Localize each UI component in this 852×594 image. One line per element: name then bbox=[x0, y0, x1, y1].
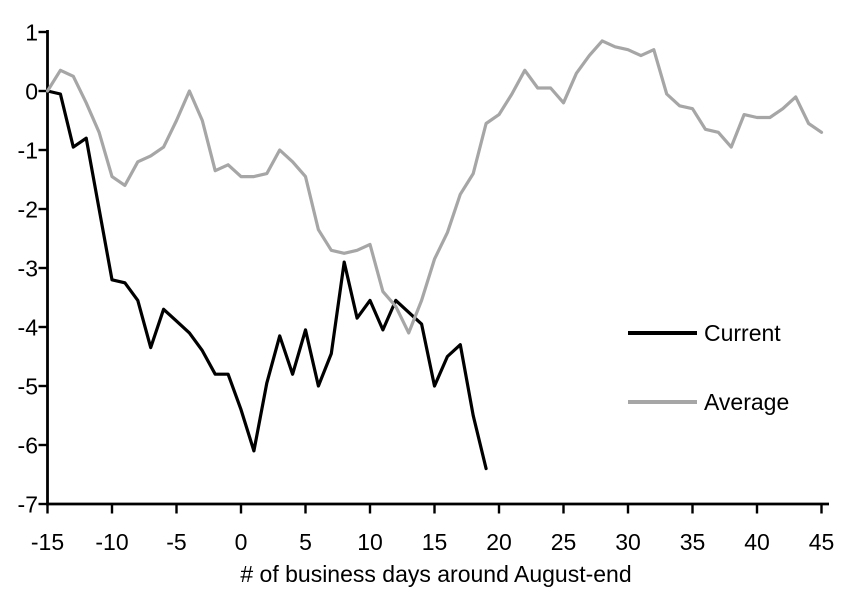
x-tick-label: 40 bbox=[744, 529, 770, 555]
y-tick-label: -1 bbox=[18, 138, 38, 164]
x-tick-label: 20 bbox=[486, 529, 512, 555]
x-tick-label: -5 bbox=[166, 529, 186, 555]
current-line-swatch bbox=[628, 331, 697, 335]
legend-item-current: Current bbox=[628, 319, 781, 347]
x-tick-label: 15 bbox=[422, 529, 448, 555]
x-tick-label: 30 bbox=[615, 529, 641, 555]
x-tick-label: -15 bbox=[31, 529, 64, 555]
x-tick-label: 45 bbox=[809, 529, 835, 555]
x-axis-title: # of business days around August-end bbox=[240, 561, 632, 587]
y-tick-label: 0 bbox=[25, 79, 38, 105]
average-series-line bbox=[45, 39, 824, 335]
x-tick-label: 10 bbox=[357, 529, 383, 555]
x-tick-label: 5 bbox=[299, 529, 312, 555]
legend-item-average: Average bbox=[628, 388, 789, 416]
legend-label-current: Current bbox=[704, 320, 781, 346]
average-line-swatch bbox=[628, 400, 697, 404]
current-series-line bbox=[45, 89, 488, 471]
y-tick-label: -3 bbox=[18, 256, 38, 282]
x-tick-label: -10 bbox=[95, 529, 128, 555]
x-tick-label: 0 bbox=[235, 529, 248, 555]
x-tick-label: 35 bbox=[680, 529, 706, 555]
y-tick-label: -5 bbox=[18, 374, 38, 400]
legend-label-average: Average bbox=[704, 389, 790, 415]
x-tick-label: 25 bbox=[551, 529, 577, 555]
y-tick-label: -6 bbox=[18, 433, 38, 459]
y-tick-label: -7 bbox=[18, 492, 38, 518]
y-tick-label: 1 bbox=[25, 20, 38, 46]
y-tick-label: -4 bbox=[18, 315, 39, 341]
y-tick-label: -2 bbox=[18, 197, 38, 223]
